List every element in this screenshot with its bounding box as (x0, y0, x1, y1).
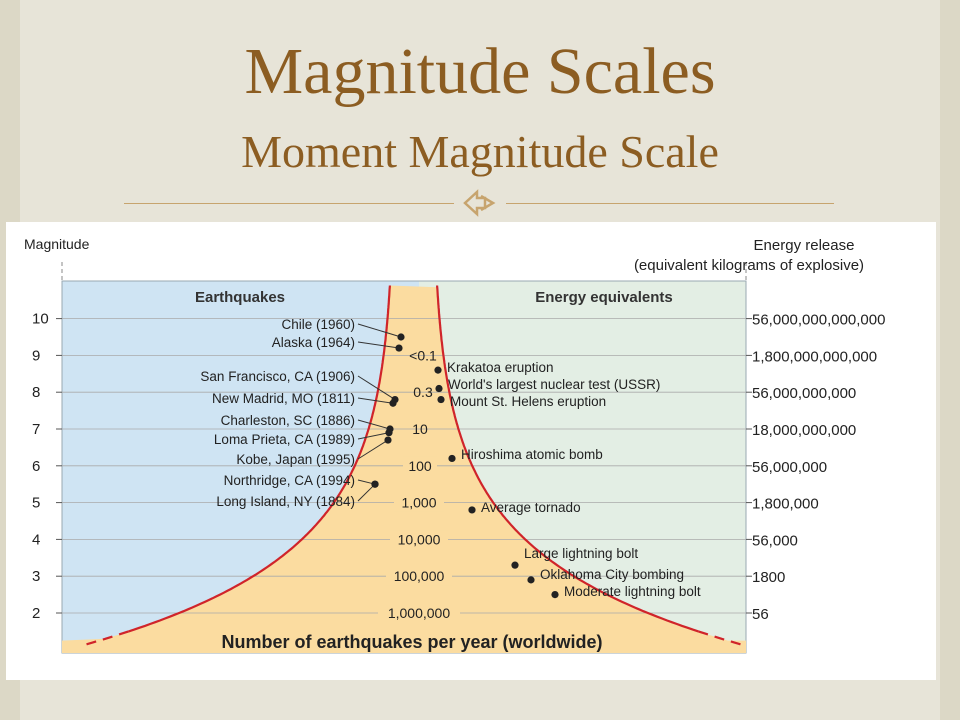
energy-tick-label: 1800 (752, 569, 785, 586)
frequency-label-backdrop (394, 493, 444, 512)
earthquake-label: Chile (1960) (281, 317, 355, 332)
energy-point (511, 561, 519, 569)
frequency-label: 100 (408, 458, 432, 474)
frequency-label: 0.3 (413, 384, 433, 400)
magnitude-tick-label: 7 (32, 421, 40, 438)
earthquake-point (371, 480, 379, 488)
energy-tick-label: 1,800,000 (752, 496, 819, 513)
frequency-label: 1,000 (401, 495, 436, 511)
energy-panel-title: Energy equivalents (535, 289, 673, 306)
left-axis-label: Magnitude (24, 236, 90, 252)
magnitude-tick-label: 8 (32, 384, 40, 401)
frequency-label-backdrop (378, 604, 460, 622)
energy-tick-label: 18,000,000,000 (752, 422, 856, 439)
left-frequency-curve (128, 285, 391, 633)
energy-tick-label: 56,000,000,000 (752, 385, 856, 402)
right-axis-label-line2: (equivalent kilograms of explosive) (634, 257, 864, 274)
magnitude-tick-label: 3 (32, 568, 40, 585)
bottom-caption: Number of earthquakes per year (worldwid… (221, 632, 602, 652)
earthquake-point (397, 333, 405, 341)
magnitude-tick-label: 2 (32, 605, 40, 622)
earthquakes-panel-title: Earthquakes (195, 289, 285, 306)
energy-point (435, 384, 443, 393)
frequency-label-backdrop (403, 456, 437, 475)
energy-point (434, 366, 442, 374)
right-frequency-curve-dashed (698, 630, 748, 648)
energy-point (527, 576, 535, 584)
energy-point (551, 591, 559, 599)
right-decorative-stripe (940, 0, 960, 720)
magnitude-tick-label: 6 (32, 458, 40, 475)
earthquake-label: Northridge, CA (1994) (224, 473, 355, 488)
energy-label: Oklahoma City bombing (540, 567, 684, 582)
energy-tick-label: 1,800,000,000,000 (752, 348, 877, 365)
earthquake-label: Charleston, SC (1886) (221, 413, 355, 428)
frequency-label: <0.1 (409, 347, 437, 363)
magnitude-chart: 10 9 8 7 6 5 4 3 2 56,000,000,000,000 1,800,000,00… (6, 222, 936, 680)
earthquake-label: Kobe, Japan (1995) (236, 452, 355, 467)
earthquake-label: Long Island, NY (1884) (216, 494, 355, 509)
energy-point (448, 454, 456, 463)
left-frequency-curve-dashed (79, 630, 129, 648)
energy-tick-label: 56 (752, 606, 769, 623)
energy-label: Large lightning bolt (524, 546, 638, 561)
earthquake-leader-line (357, 323, 402, 338)
earthquake-point (384, 436, 392, 444)
energy-label: Mount St. Helens eruption (450, 394, 606, 409)
magnitude-tick-label: 10 (32, 311, 49, 328)
earthquake-leader-line (357, 483, 376, 502)
right-axis-label-line1: Energy release (754, 237, 855, 254)
frequency-label: 100,000 (394, 568, 445, 584)
energy-label: Hiroshima atomic bomb (461, 447, 603, 462)
magnitude-tick-label: 4 (32, 531, 40, 548)
slide-subtitle: Moment Magnitude Scale (241, 126, 719, 177)
slide-title: Magnitude Scales (244, 35, 716, 108)
energy-label: World's largest nuclear test (USSR) (448, 377, 660, 392)
earthquake-point (389, 399, 397, 407)
frequency-label-backdrop (386, 567, 452, 586)
earthquake-leader-line (357, 432, 390, 440)
frequency-label: 10 (412, 421, 428, 437)
earthquake-leader-line (357, 419, 391, 430)
energy-label: Average tornado (481, 500, 581, 515)
earthquake-label: Alaska (1964) (272, 335, 355, 350)
frequency-label: 1,000,000 (388, 605, 450, 621)
energy-tick-label: 56,000,000 (752, 459, 827, 476)
frequency-label-backdrop (390, 530, 448, 549)
energy-label: Krakatoa eruption (447, 360, 554, 375)
energy-point (468, 506, 476, 514)
magnitude-tick-label: 5 (32, 495, 40, 512)
earthquake-label: New Madrid, MO (1811) (212, 391, 355, 406)
title-divider-right (506, 203, 834, 204)
title-divider-left (124, 203, 454, 204)
energy-tick-label: 56,000 (752, 532, 798, 549)
earthquake-leader-line (357, 341, 400, 349)
earthquake-point (395, 344, 403, 352)
earthquake-leader-line (357, 439, 389, 460)
energy-tick-label: 56,000,000,000,000 (752, 312, 885, 329)
earthquake-label: San Francisco, CA (1906) (200, 369, 355, 384)
magnitude-tick-label: 9 (32, 347, 40, 364)
ornamental-bullet-icon (463, 189, 496, 217)
energy-point (437, 395, 445, 404)
earthquake-leader-line (357, 375, 396, 400)
earthquake-leader-line (357, 397, 394, 404)
earthquake-point (385, 429, 393, 437)
frequency-label: 10,000 (398, 531, 441, 547)
right-frequency-curve (436, 285, 699, 633)
earthquake-label: Loma Prieta, CA (1989) (214, 432, 355, 447)
energy-label: Moderate lightning bolt (564, 584, 701, 599)
